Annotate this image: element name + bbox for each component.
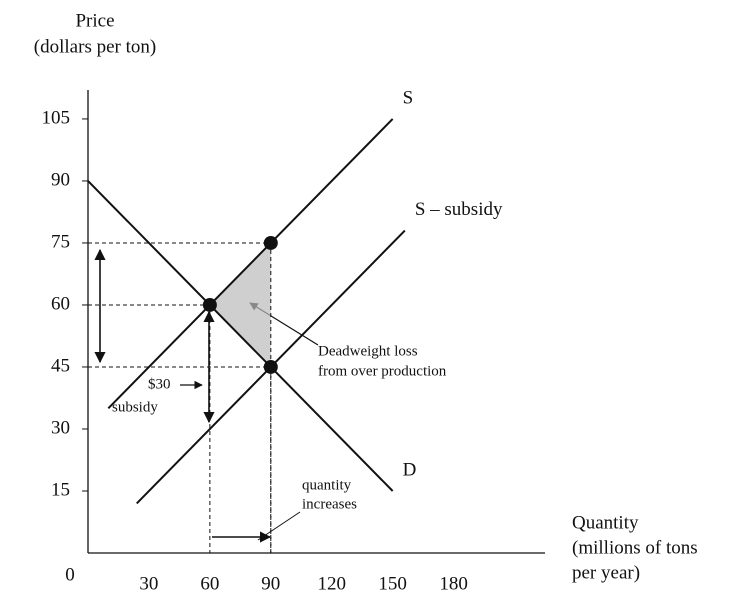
annotation: subsidy	[112, 399, 158, 415]
y-tick-label: 30	[51, 417, 70, 438]
annotation: quantity	[302, 477, 352, 493]
y-axis-label: Price	[75, 10, 114, 31]
y-tick-label: 15	[51, 479, 70, 500]
x-tick-label: 120	[317, 573, 346, 594]
y-axis-label: (dollars per ton)	[34, 36, 156, 57]
annotation-leader	[257, 511, 301, 541]
curve-label: S – subsidy	[415, 199, 503, 220]
y-tick-label: 60	[51, 293, 70, 314]
point	[263, 359, 278, 374]
x-tick-label: 180	[439, 573, 468, 594]
annotation: increases	[302, 496, 357, 512]
point	[202, 297, 217, 312]
y-tick-label: 90	[51, 169, 70, 190]
annotation: Deadweight loss	[318, 343, 418, 359]
x-tick-label: 60	[200, 573, 219, 594]
x-axis-label: (millions of tons	[572, 537, 698, 558]
curve-label: S	[403, 87, 414, 108]
x-tick-label: 30	[139, 573, 158, 594]
point	[263, 235, 278, 250]
curve	[107, 118, 394, 410]
x-tick-label: 0	[65, 564, 75, 585]
x-axis-label: Quantity	[572, 512, 639, 533]
annotation: $30	[148, 376, 171, 392]
x-axis-label: per year)	[572, 562, 640, 583]
curve	[87, 180, 394, 492]
annotation: from over production	[318, 363, 447, 379]
y-tick-label: 45	[51, 355, 70, 376]
curve-label: D	[403, 459, 417, 480]
x-tick-label: 150	[378, 573, 407, 594]
y-tick-label: 105	[42, 107, 71, 128]
deadweight-area	[209, 242, 271, 367]
y-tick-label: 75	[51, 231, 70, 252]
x-tick-label: 90	[261, 573, 280, 594]
